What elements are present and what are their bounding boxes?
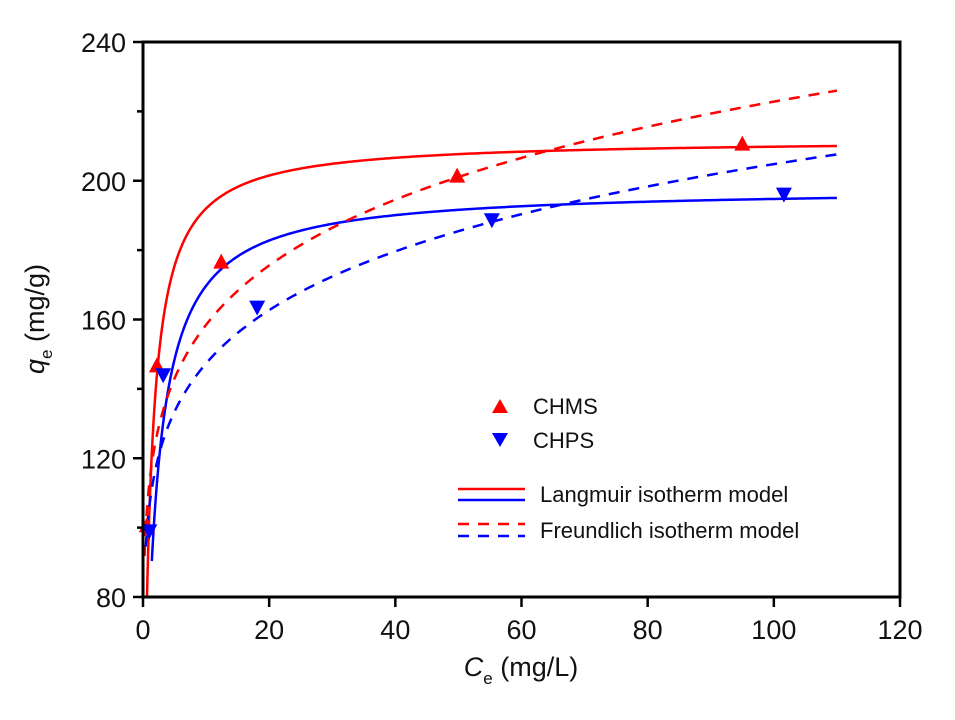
legend-label-chps: CHPS	[533, 428, 594, 453]
legend-marker-chps	[492, 433, 508, 447]
y-axis-ticks: 80 120 160 200 240	[81, 28, 143, 613]
y-tick-label: 200	[81, 167, 126, 197]
data-point-chms	[734, 135, 751, 151]
fit-curve-chms-langmuir	[145, 144, 837, 597]
data-point-chps	[775, 187, 792, 203]
data-markers	[138, 135, 792, 540]
y-axis-title-main: q	[20, 359, 50, 374]
data-point-chps	[483, 213, 500, 229]
legend-label-langmuir: Langmuir isotherm model	[540, 482, 788, 507]
x-tick-label: 100	[751, 615, 796, 645]
legend-marker-chms	[492, 399, 508, 413]
x-tick-label: 120	[877, 615, 922, 645]
x-axis-title-sub: e	[483, 669, 492, 688]
y-tick-label: 80	[96, 583, 126, 613]
x-tick-label: 80	[633, 615, 663, 645]
x-tick-label: 60	[506, 615, 536, 645]
x-tick-label: 20	[254, 615, 284, 645]
y-axis-title-sub: e	[37, 350, 56, 359]
x-axis-title: Ce (mg/L)	[464, 652, 578, 688]
x-tick-label: 0	[135, 615, 150, 645]
legend-label-freundlich: Freundlich isotherm model	[540, 518, 799, 543]
y-tick-label: 120	[81, 444, 126, 474]
data-point-chms	[213, 253, 230, 269]
data-point-chms	[449, 167, 466, 183]
data-point-chps	[141, 524, 158, 540]
x-tick-label: 40	[380, 615, 410, 645]
legend-label-chms: CHMS	[533, 394, 598, 419]
x-axis-title-main: C	[464, 652, 484, 682]
y-axis-title: qe (mg/g)	[20, 264, 56, 374]
y-axis-title-unit: (mg/g)	[20, 264, 50, 350]
data-point-chps	[155, 368, 172, 384]
x-axis-title-unit: (mg/L)	[493, 652, 579, 682]
data-point-chps	[249, 300, 266, 316]
fit-curve-chps-freundlich	[144, 153, 838, 547]
fit-curves	[143, 89, 838, 597]
x-axis-ticks: 0 20 40 60 80 100 120	[135, 597, 923, 645]
fit-curve-chps-langmuir	[150, 196, 837, 562]
y-tick-label: 160	[81, 306, 126, 336]
fit-curve-chms-freundlich	[143, 89, 838, 557]
legend: CHMS CHPS Langmuir isotherm model Freund…	[458, 394, 799, 543]
y-tick-label: 240	[81, 28, 126, 58]
